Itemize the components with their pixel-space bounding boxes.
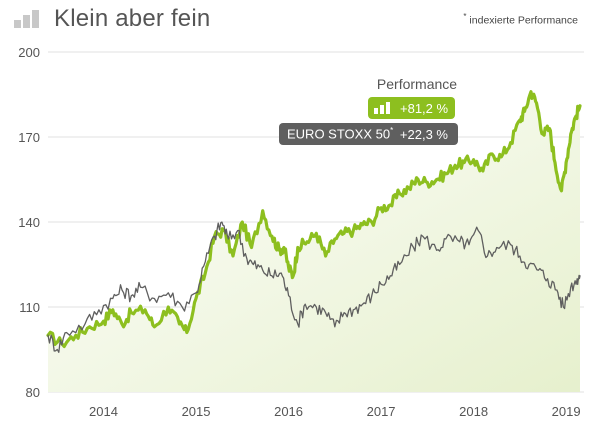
area-fill [48, 91, 580, 392]
y-tick-label: 110 [19, 300, 40, 315]
legend-value-fund: +81,2 % [400, 100, 449, 116]
y-tick-label: 170 [18, 130, 40, 145]
y-tick-label: 200 [18, 45, 40, 60]
footnote-text: indexierte Performance [466, 14, 578, 27]
axes: 80 110 140 170 200 2014 2015 2016 2017 2018 2019 [18, 45, 580, 419]
legend-item-fund: +81,2 % [368, 97, 455, 119]
series-line-fund [46, 90, 582, 349]
series-area [48, 91, 580, 392]
series-line-index [47, 221, 581, 353]
footnote-marker: * [463, 12, 467, 21]
x-tick-label: 2018 [459, 404, 488, 419]
footnote: * indexierte Performance [463, 12, 578, 27]
legend-title: Performance [376, 76, 458, 92]
x-tick-label: 2017 [367, 404, 396, 419]
x-tick-label: 2019 [552, 404, 581, 419]
y-tick-label: 140 [18, 215, 40, 230]
bar-chart-icon [14, 10, 39, 28]
x-tick-label: 2015 [182, 404, 211, 419]
y-tick-label: 80 [26, 385, 40, 400]
bar-chart-icon [374, 102, 390, 114]
legend-value-index: +22,3 % [399, 126, 448, 142]
x-tick-label: 2014 [89, 404, 118, 419]
chart-header: Klein aber fein [14, 2, 210, 36]
legend-item-index: EURO STOXX 50* +22,3 % [279, 123, 458, 145]
chart-title: Klein aber fein [54, 5, 211, 32]
x-tick-label: 2016 [274, 404, 303, 419]
legend-label-index: EURO STOXX 50* [287, 126, 394, 142]
series [46, 90, 582, 353]
